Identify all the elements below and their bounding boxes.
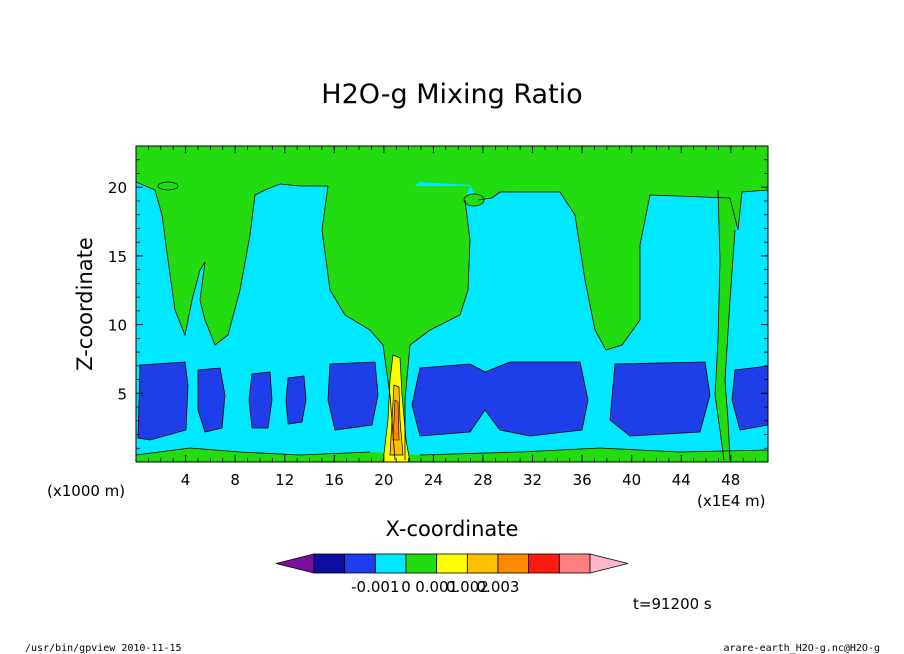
- y-tick-label: 5: [117, 385, 127, 403]
- y-axis: 5 10 15 20: [108, 159, 768, 449]
- blue-blob: [411, 361, 589, 437]
- x-tick-label: 28: [473, 471, 492, 489]
- contour-lines: [136, 181, 768, 461]
- chart-title: H2O-g Mixing Ratio: [321, 79, 582, 110]
- x-tick-label: 40: [622, 471, 641, 489]
- colorbar-swatch: [558, 553, 591, 574]
- blue-blob: [248, 371, 273, 429]
- green-island: [157, 181, 179, 191]
- contour-field: [135, 145, 769, 463]
- colorbar-extend-high: [589, 553, 629, 574]
- colorbar-swatch: [497, 553, 530, 574]
- colorbar-swatch: [313, 553, 346, 574]
- colorbar-label: 0.003: [477, 578, 520, 596]
- x-axis-title: X-coordinate: [386, 517, 519, 541]
- colorbar-label: 0.002: [446, 578, 489, 596]
- x-tick-label: 8: [230, 471, 240, 489]
- blue-blob: [137, 361, 189, 441]
- colorbar-swatch: [466, 553, 499, 574]
- plot-frame: [135, 145, 769, 463]
- x-tick-label: 48: [721, 471, 740, 489]
- green-region-bottom: [136, 448, 768, 462]
- blue-blob: [197, 367, 226, 433]
- x-tick-label: 4: [181, 471, 191, 489]
- colorbar-label: -0.001: [351, 578, 399, 596]
- green-island: [463, 193, 485, 207]
- colorbar-swatch: [344, 553, 376, 574]
- colorbar-extend-low: [275, 553, 315, 574]
- x-tick-label: 12: [275, 471, 294, 489]
- green-region-top: [136, 146, 768, 350]
- x-tick-label: 44: [672, 471, 691, 489]
- blue-blob: [285, 375, 307, 425]
- blue-blob: [609, 361, 711, 437]
- colorbar-label: 0.001: [415, 578, 458, 596]
- x-tick-label: 36: [573, 471, 592, 489]
- blue-blob: [327, 361, 379, 431]
- x-axis: 4 8 12 16 20 24 28 32 36 40 44 48: [147, 146, 757, 489]
- time-label: t=91200 s: [633, 595, 712, 613]
- x-unit-left: (x1000 m): [47, 482, 125, 500]
- colorbar-swatch: [405, 553, 438, 574]
- y-tick-label: 15: [108, 248, 127, 266]
- x-unit-right: (x1E4 m): [697, 492, 766, 510]
- x-tick-label: 32: [523, 471, 542, 489]
- green-plume-center: [322, 186, 470, 460]
- x-tick-label: 24: [424, 471, 443, 489]
- colorbar-swatch: [528, 553, 560, 574]
- colorbar-label: 0: [401, 578, 411, 596]
- y-axis-title: Z-coordinate: [73, 237, 97, 371]
- green-tendril-right: [715, 190, 742, 460]
- x-tick-label: 16: [325, 471, 344, 489]
- footer-right: arare-earth_H2O-g.nc@H2O-g: [723, 643, 880, 654]
- y-tick-label: 20: [108, 179, 127, 197]
- blue-blob: [731, 365, 768, 431]
- colorbar-swatch: [436, 553, 468, 574]
- dark-orange-column: [392, 399, 400, 441]
- colorbar-swatch: [374, 553, 407, 574]
- y-tick-label: 10: [108, 317, 127, 335]
- x-tick-label: 20: [374, 471, 393, 489]
- footer-left: /usr/bin/gpview 2010-11-15: [25, 643, 182, 654]
